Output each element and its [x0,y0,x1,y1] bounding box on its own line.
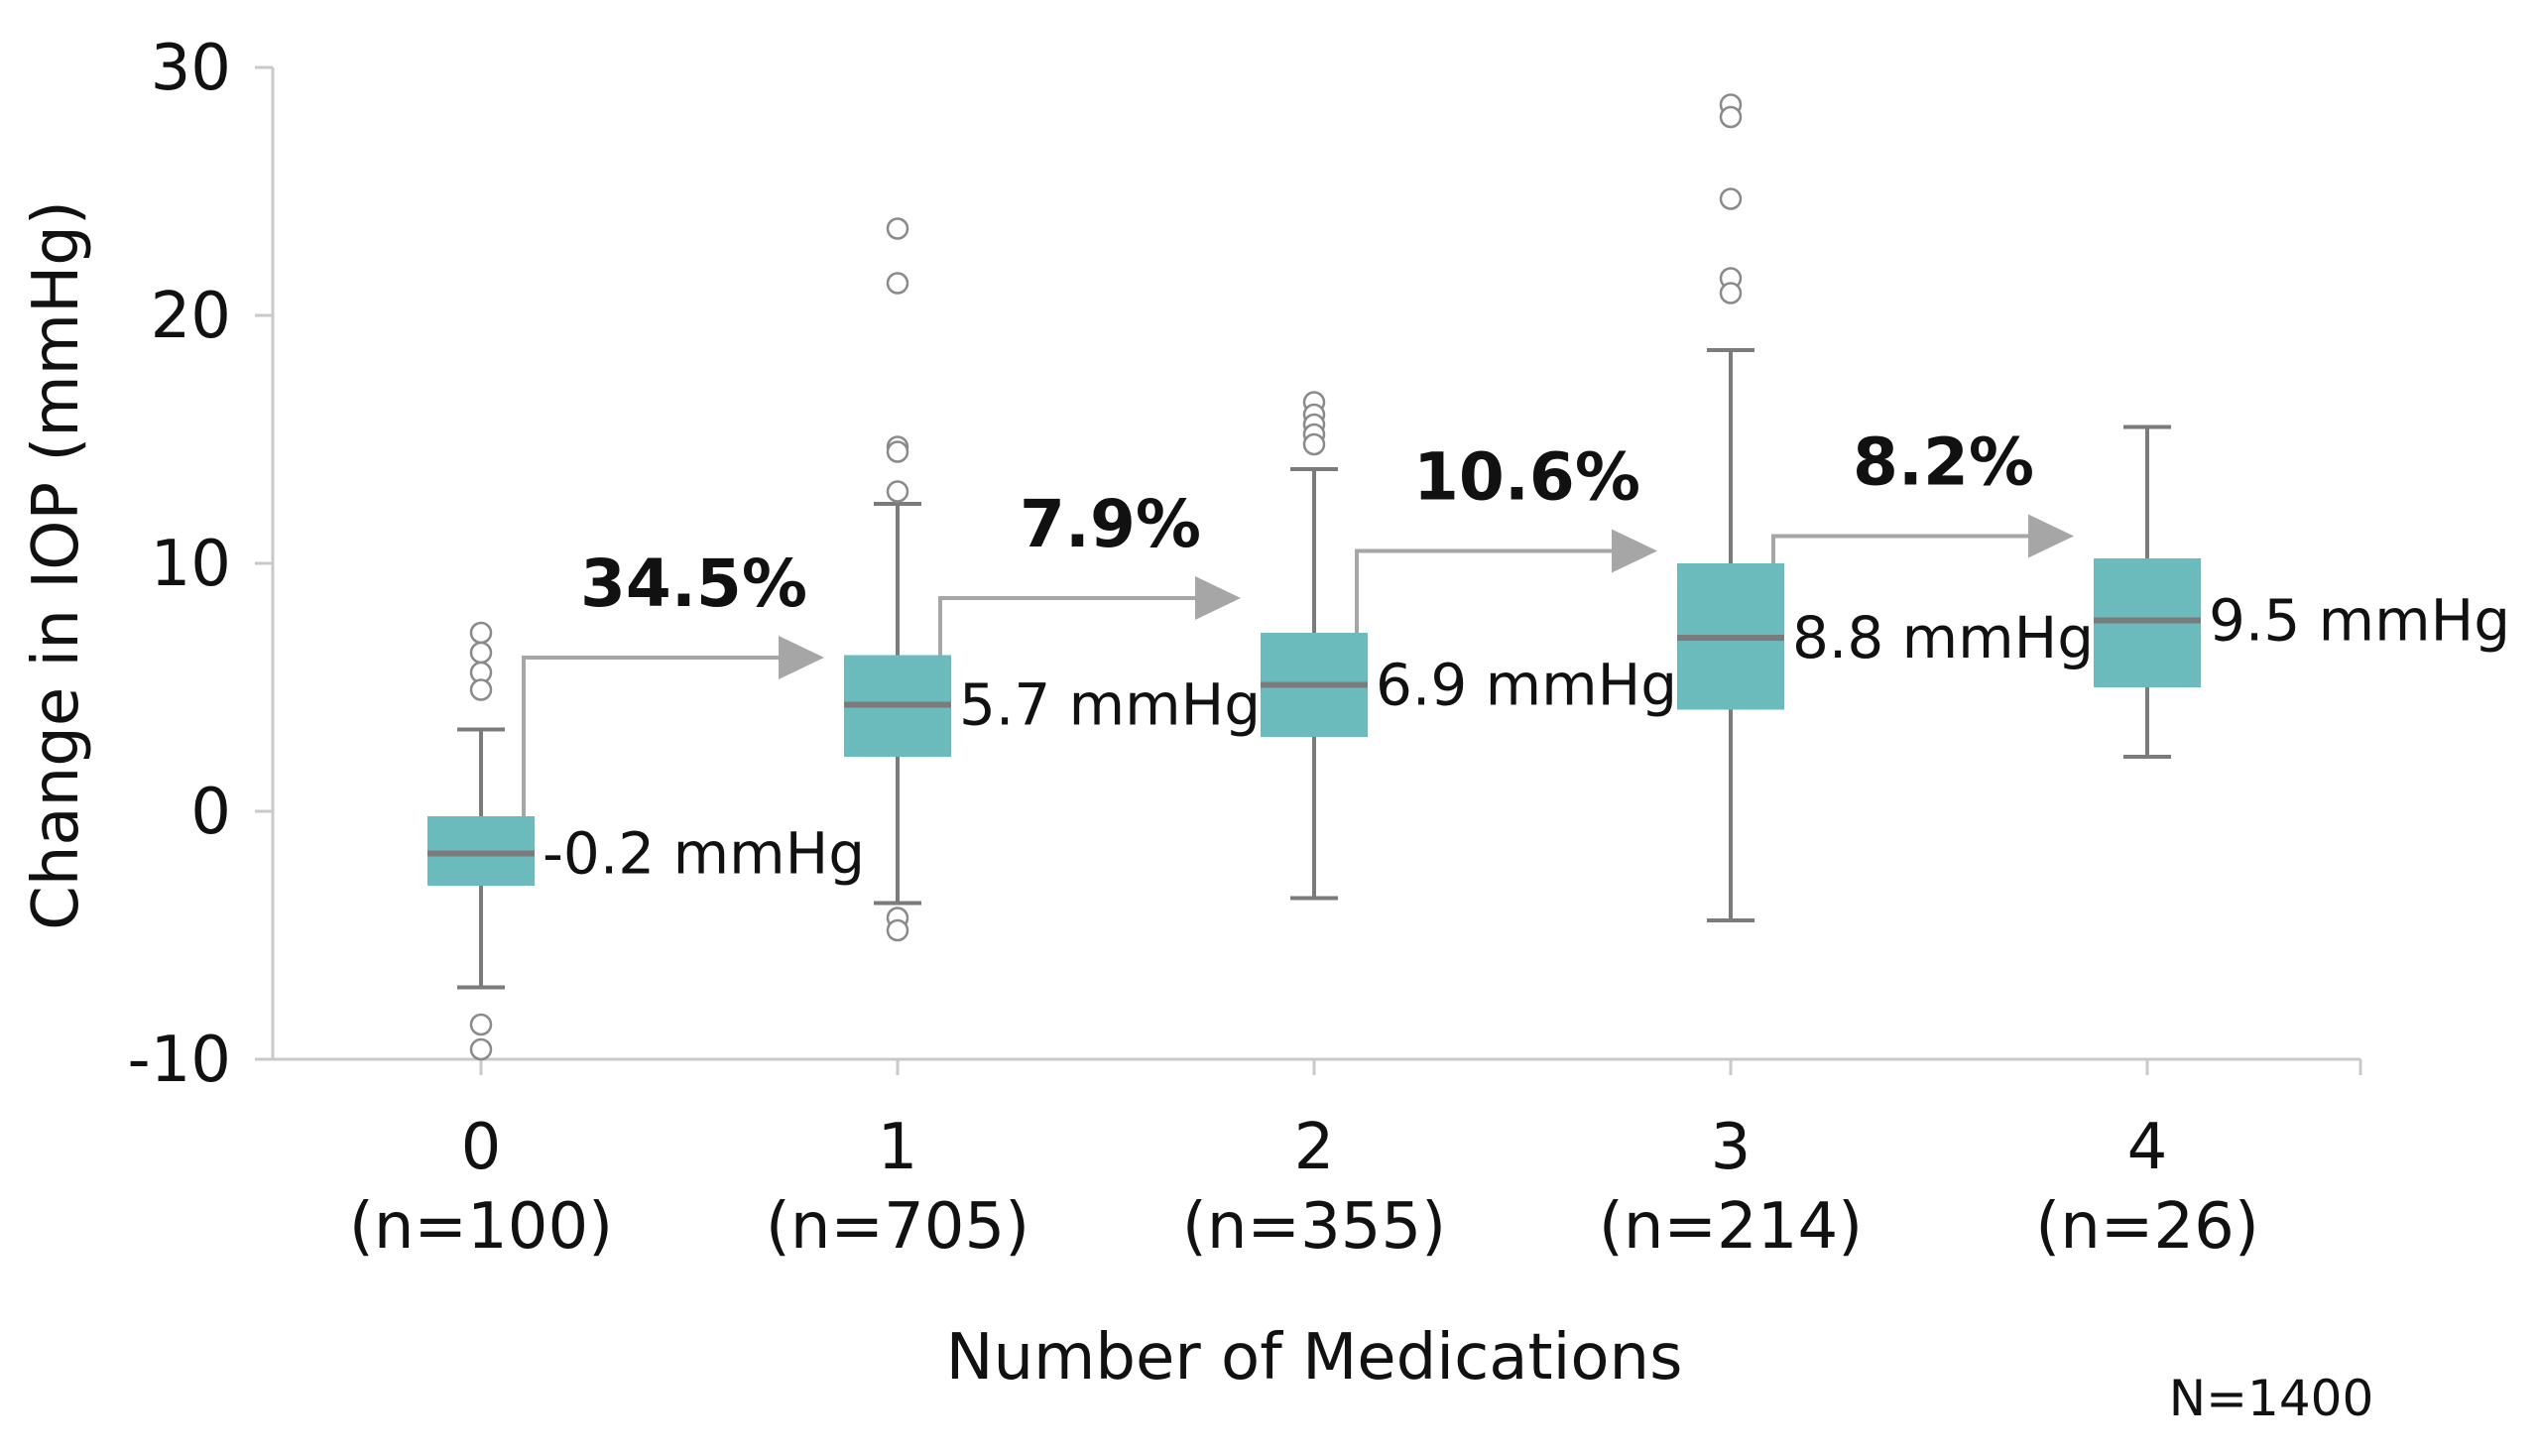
median-value-label: -0.2 mmHg [543,820,865,888]
median-value-label: 9.5 mmHg [2209,587,2510,655]
outlier-point [1719,282,1743,304]
median-value-label: 8.8 mmHg [1792,604,2094,671]
x-axis-title: Number of Medications [946,1321,1683,1395]
outlier-point [469,1013,493,1036]
outlier-point [886,480,909,503]
outlier-point [469,1037,493,1061]
x-category-label: 3 [1711,1111,1752,1184]
x-category-n-label: (n=26) [2035,1190,2259,1264]
transition-arrow-line [522,656,779,816]
transition-arrow-head [2028,514,2074,558]
transition-arrow-line [938,596,1195,656]
outlier-point [469,641,493,665]
x-category-n-label: (n=355) [1182,1190,1446,1264]
outlier-point [1719,105,1743,129]
x-category-n-label: (n=705) [766,1190,1029,1264]
transition-percent-label: 8.2% [1853,425,2034,501]
y-axis-title: Change in IOP (mmHg) [20,200,93,930]
x-category-label: 4 [2127,1111,2168,1184]
x-category-label: 1 [878,1111,918,1184]
outlier-point [1302,432,1326,456]
outlier-point [1719,187,1743,210]
transition-arrows-group [522,514,2074,816]
transition-arrow-head [779,636,824,679]
y-tick-label: 0 [190,776,231,849]
x-category-n-label: (n=214) [1599,1190,1863,1264]
outlier-point [886,918,909,942]
median-value-label: 5.7 mmHg [959,671,1261,739]
y-tick-label: 30 [151,32,231,105]
y-ticks-group: 30 20 10 0 -10 [127,32,273,1097]
boxes-group [427,93,2201,1061]
y-tick-label: -10 [127,1024,231,1097]
transition-percent-label: 34.5% [580,546,807,622]
transition-arrow-line [1355,548,1612,633]
y-tick-label: 10 [151,528,231,601]
transition-percent-label: 10.6% [1413,439,1640,516]
outlier-point [469,621,493,645]
transition-arrow-head [1612,529,1657,573]
transition-percent-label: 7.9% [1020,486,1201,562]
labels-group: 0(n=100) 1(n=705) 2(n=355) 3(n=214) 4(n=26) 3… [349,425,2510,1265]
outlier-point [469,678,493,701]
median-value-label: 6.9 mmHg [1376,652,1677,719]
x-category-n-label: (n=100) [349,1190,613,1264]
outlier-point [886,440,909,463]
transition-arrow-line [1771,534,2028,563]
total-sample-label: N=1400 [2169,1370,2374,1427]
transition-arrow-head [1195,576,1241,620]
outlier-point [886,272,909,295]
x-category-label: 0 [461,1111,502,1184]
outlier-point [886,217,909,240]
y-tick-label: 20 [151,280,231,353]
x-category-label: 2 [1294,1111,1335,1184]
